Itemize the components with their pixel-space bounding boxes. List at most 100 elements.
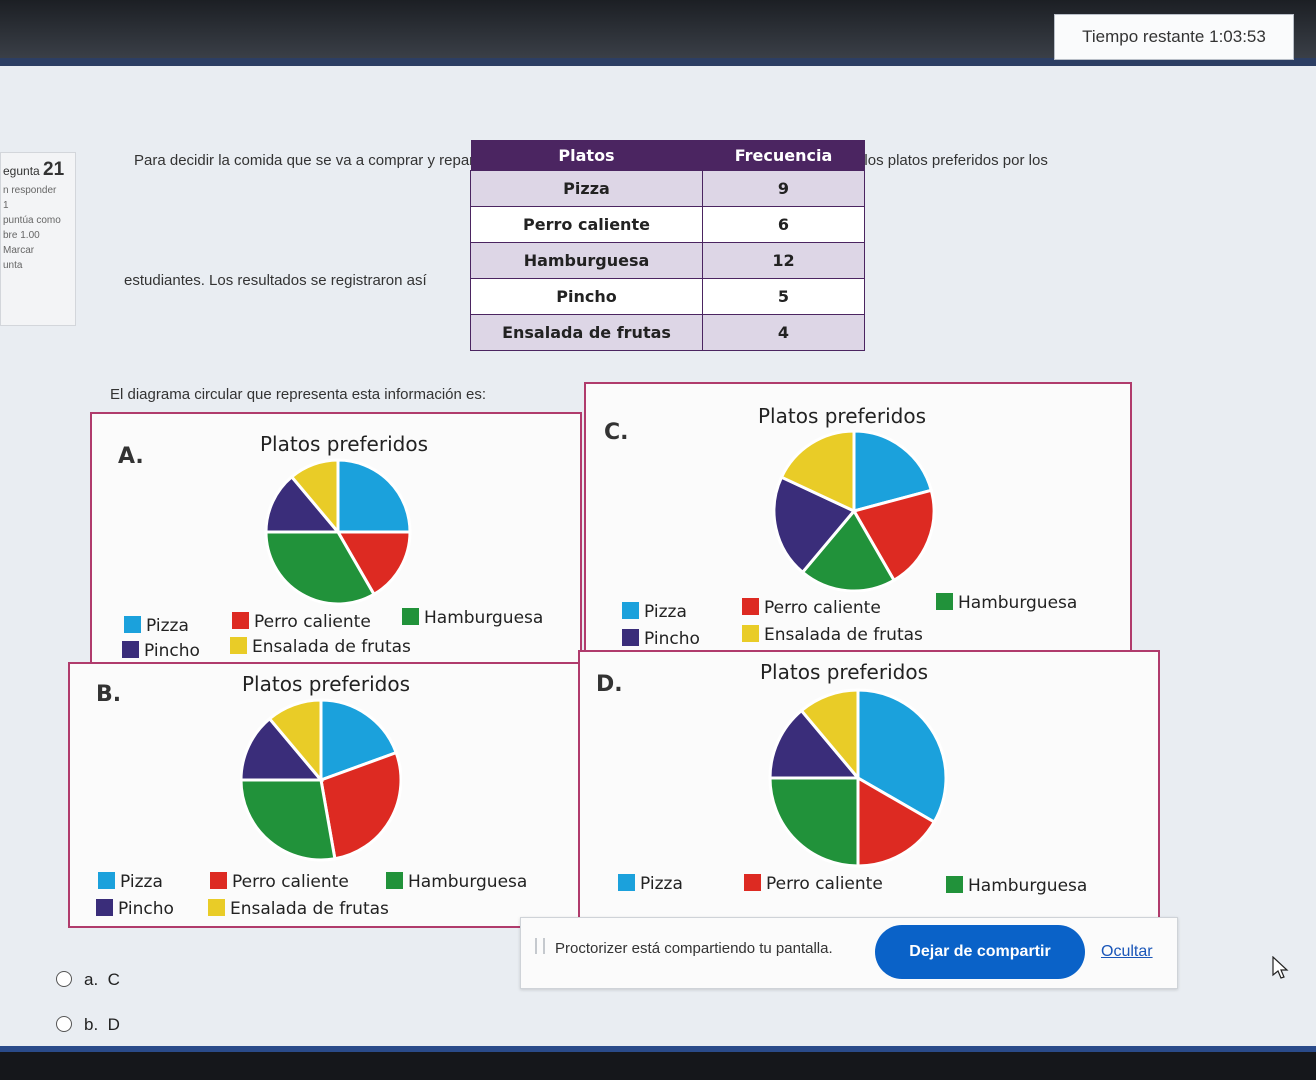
pie-slice-hamburguesa: [800, 508, 897, 592]
flag-question-link[interactable]: Marcar: [3, 245, 35, 256]
legend-label: Hamburguesa: [408, 872, 528, 892]
question-status-line: 1: [3, 200, 9, 211]
pie-slice-pincho: [772, 475, 857, 575]
legend-swatch: [96, 899, 113, 916]
legend-item-pizza: Pizza: [618, 874, 683, 894]
pie-chart-a: [264, 458, 412, 606]
score-value: bre 1.00: [3, 230, 40, 241]
legend-label: Pizza: [640, 874, 683, 894]
legend-swatch: [744, 874, 761, 891]
legend-label: Ensalada de frutas: [230, 899, 389, 919]
legend-item-pincho: Pincho: [96, 899, 174, 919]
legend-swatch: [232, 612, 249, 629]
table-cell-plato: Pincho: [470, 278, 703, 315]
pie-slice-perro-caliente: [851, 488, 936, 583]
question-number: 21: [43, 159, 65, 180]
legend-swatch: [230, 637, 247, 654]
answer-option-b[interactable]: b. D: [56, 1015, 120, 1035]
table-row: Perro caliente 6: [470, 206, 865, 243]
table-cell-plato: Hamburguesa: [470, 242, 703, 279]
legend-item-pizza: Pizza: [98, 872, 163, 892]
answer-text: C: [107, 970, 120, 989]
frequency-table: Platos Frecuencia Pizza 9 Perro caliente…: [470, 140, 865, 351]
timer-value: 1:03:53: [1209, 27, 1266, 46]
legend-label: Pizza: [644, 602, 687, 622]
legend-label: Perro caliente: [764, 598, 881, 618]
table-header-platos: Platos: [470, 140, 703, 171]
legend-label: Ensalada de frutas: [252, 637, 411, 657]
legend-swatch: [98, 872, 115, 889]
time-remaining: Tiempo restante 1:03:53: [1054, 14, 1294, 60]
pie-slice-ensalada-de-frutas: [779, 430, 856, 514]
legend-item-pincho: Pincho: [622, 629, 700, 649]
option-letter-a: A.: [118, 444, 144, 469]
radio-button[interactable]: [56, 971, 72, 987]
option-letter-b: B.: [96, 682, 122, 707]
flag-question-link-2[interactable]: unta: [3, 260, 23, 271]
legend-label: Hamburguesa: [424, 608, 544, 628]
pie-slice-perro-caliente: [319, 750, 402, 861]
legend-label: Pincho: [118, 899, 174, 919]
chart-title-a: Platos preferidos: [260, 432, 428, 456]
legend-swatch: [402, 608, 419, 625]
pie-chart-b: [240, 698, 402, 862]
radio-button[interactable]: [56, 1016, 72, 1032]
legend-swatch: [742, 625, 759, 642]
pie-slice-hamburguesa: [264, 530, 377, 606]
answer-text: D: [107, 1015, 120, 1034]
chart-title-b: Platos preferidos: [242, 672, 410, 696]
stop-sharing-button[interactable]: Dejar de compartir: [875, 925, 1085, 979]
option-letter-d: D.: [596, 672, 623, 697]
table-cell-plato: Ensalada de frutas: [470, 314, 703, 351]
table-header-frecuencia: Frecuencia: [702, 140, 865, 171]
legend-swatch: [946, 876, 963, 893]
legend-label: Perro caliente: [232, 872, 349, 892]
option-letter-c: C.: [604, 420, 629, 445]
hide-link[interactable]: Ocultar: [1101, 943, 1153, 960]
legend-swatch: [622, 629, 639, 646]
pie-slice-perro-caliente: [856, 775, 937, 868]
legend-swatch: [386, 872, 403, 889]
legend-swatch: [936, 593, 953, 610]
pie-chart-c: [772, 430, 936, 592]
question-status: n responder: [3, 185, 57, 196]
legend-item-hamburguesa: Hamburguesa: [386, 872, 527, 892]
legend-label: Pincho: [644, 629, 700, 649]
legend-label: Ensalada de frutas: [764, 625, 923, 645]
legend-label: Pizza: [120, 872, 163, 892]
table-row: Hamburguesa 12: [470, 242, 865, 279]
table-cell-frecuencia: 9: [702, 170, 865, 207]
answer-option-a[interactable]: a. C: [56, 970, 120, 990]
legend-item-hamburguesa: Hamburguesa: [402, 608, 543, 628]
question-label: egunta: [3, 164, 40, 178]
table-cell-frecuencia: 6: [702, 206, 865, 243]
score-label: puntúa como: [3, 215, 61, 226]
pie-slice-hamburguesa: [768, 776, 860, 868]
chart-title-c: Platos preferidos: [758, 404, 926, 428]
pie-slice-pizza: [336, 458, 412, 534]
legend-label: Pizza: [146, 616, 189, 636]
drag-handle-icon[interactable]: [535, 938, 545, 954]
legend-item-hamburguesa: Hamburguesa: [936, 593, 1077, 613]
table-cell-plato: Perro caliente: [470, 206, 703, 243]
table-cell-frecuencia: 12: [702, 242, 865, 279]
table-cell-frecuencia: 5: [702, 278, 865, 315]
diagram-prompt: El diagrama circular que representa esta…: [110, 386, 487, 403]
legend-item-pizza: Pizza: [622, 602, 687, 622]
legend-label: Hamburguesa: [958, 593, 1078, 613]
share-message: Proctorizer está compartiendo tu pantall…: [555, 940, 833, 957]
pie-slice-ensalada-de-frutas: [267, 698, 323, 785]
legend-swatch: [618, 874, 635, 891]
legend-label: Hamburguesa: [968, 876, 1088, 896]
legend-item-hamburguesa: Hamburguesa: [946, 876, 1087, 896]
table-row: Pizza 9: [470, 170, 865, 207]
legend-item-perro-caliente: Perro caliente: [742, 598, 881, 618]
mouse-cursor-icon: [1272, 956, 1289, 979]
timer-label: Tiempo restante: [1082, 27, 1205, 46]
legend-item-ensalada: Ensalada de frutas: [208, 899, 389, 919]
answer-letter: b.: [84, 1015, 99, 1034]
legend-swatch: [208, 899, 225, 916]
pie-chart-d: [768, 688, 948, 868]
table-cell-frecuencia: 4: [702, 314, 865, 351]
legend-swatch: [742, 598, 759, 615]
